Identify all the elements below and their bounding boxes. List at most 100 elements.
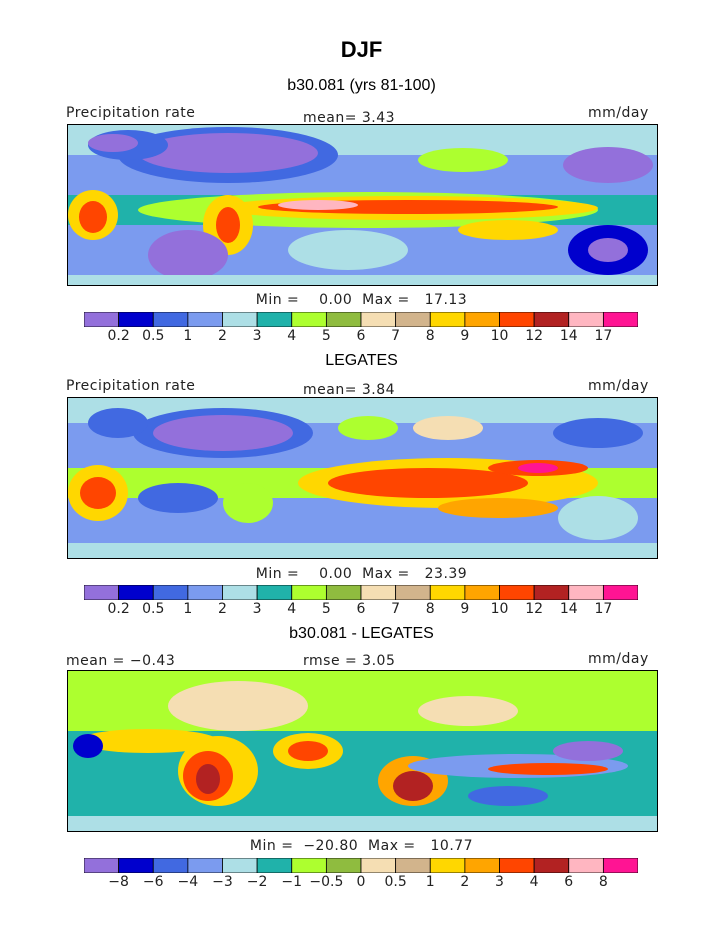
panel2-colorbar-box [291,585,327,600]
panel1-colorbar-boxes [84,312,638,327]
panel2-colorbar-tick-label: 12 [525,601,544,617]
panel2-subtitle: LEGATES [325,352,398,369]
panel1-colorbar-box [602,312,638,327]
panel2-colorbar-tick-label: 2 [218,601,227,617]
panel3-field [68,671,657,831]
panel3-mean-label: mean = −0.43 [66,653,176,669]
panel1-colorbar-tick-label: 2 [218,328,227,344]
panel2-colorbar-box [395,585,431,600]
panel1-colorbar-tick-label: 9 [460,328,470,344]
panel3-subtitle: b30.081 - LEGATES [289,625,434,642]
panel2-colorbar-box [464,585,500,600]
panel1-left-label: Precipitation rate [66,105,196,121]
figure-title: DJF [340,37,383,62]
panel2-left-label: Precipitation rate [66,378,196,394]
panel2-colorbar-box [118,585,154,600]
panel1-colorbar-tick-label: 1 [183,328,193,344]
panel2-colorbar-box [568,585,604,600]
panel3-colorbar-box [499,858,535,873]
panel3-colorbar-box [395,858,431,873]
panel1-colorbar-box [429,312,466,327]
panel2-field [68,398,657,558]
panel3-colorbar-box [429,858,466,873]
panel1-colorbar-tick-label: 7 [391,328,401,344]
panel1-colorbar-box [568,312,604,327]
panel3-units-label: mm/day [588,651,649,667]
panel2-colorbar-box [222,585,258,600]
panel2-colorbar-boxes [84,585,638,600]
panel2-colorbar-tick-label: 5 [321,601,331,617]
panel2-minmax: Min = 0.00 Max = 23.39 [255,566,468,582]
panel1-colorbar-tick-label: 6 [356,328,366,344]
panel3-colorbar-tick-label: 6 [564,874,574,890]
panel2-mean-label: mean= 3.84 [303,382,396,398]
panel1-colorbar-tick-label: 8 [425,328,435,344]
panel3-colorbar-box [464,858,500,873]
panel1-colorbar-box [256,312,293,327]
panel2-colorbar-box [429,585,466,600]
panel3-colorbar-box [84,858,120,873]
panel1-units-label: mm/day [588,105,649,121]
panel1-mean-label: mean= 3.43 [303,110,396,126]
panel3-colorbar-box [187,858,223,873]
panel3-rmse-label: rmse = 3.05 [303,653,396,669]
panel3-colorbar-box [291,858,327,873]
panel3-colorbar-box [256,858,293,873]
panel1-subtitle: b30.081 (yrs 81-100) [287,77,436,94]
panel3-colorbar-tick-label: −8 [108,874,129,890]
panel1-colorbar-box [152,312,189,327]
panel2-colorbar-ticks: 0.2 0.5 1 2 3 4 5 6 7 8 9 10 12 14 17 [0,601,723,619]
panel1-colorbar-tick-label: 17 [594,328,613,344]
panel1-colorbar-box [291,312,327,327]
panel3-colorbar-boxes [84,858,638,873]
panel2-colorbar-box [84,585,120,600]
panel3-colorbar-tick-label: 2 [460,874,470,890]
panel2-colorbar-box [533,585,570,600]
panel1-colorbar-ticks: 0.2 0.5 1 2 3 4 5 6 7 8 9 10 12 14 17 [0,328,723,346]
panel2-colorbar-tick-label: 17 [594,601,613,617]
panel2-colorbar-tick-label: 4 [287,601,297,617]
panel3-colorbar-box [360,858,397,873]
panel2-colorbar-box [325,585,362,600]
panel2-colorbar-box [602,585,638,600]
panel3-colorbar-tick-label: −1 [281,874,303,890]
panel1-colorbar-box [533,312,570,327]
panel1-colorbar-tick-label: 3 [252,328,262,344]
panel1-colorbar-tick-label: 4 [287,328,297,344]
panel2-colorbar [84,585,638,600]
panel3-colorbar-box [568,858,604,873]
panel3-colorbar-tick-label: −6 [142,874,164,890]
panel2-colorbar-box [499,585,535,600]
panel3-colorbar-tick-label: 4 [529,874,539,890]
panel3-colorbar-tick-label: 3 [495,874,504,890]
panel2-colorbar-tick-label: 10 [490,601,509,617]
panel1-minmax: Min = 0.00 Max = 17.13 [255,292,468,308]
panel3-colorbar-box [533,858,570,873]
panel2-units-label: mm/day [588,378,649,394]
panel2-colorbar-tick-label: 0.5 [142,601,165,617]
panel1-field [68,125,657,285]
panel2-colorbar-tick-label: 1 [183,601,193,617]
panel3-colorbar-ticks: −8 −6 −4 −3 −2 −1 −0.5 0 0.5 1 2 3 4 6 8 [0,874,723,892]
panel1-colorbar-tick-label: 0.5 [142,328,165,344]
panel2-colorbar-tick-label: 6 [356,601,366,617]
panel1-colorbar-tick-label: 14 [559,328,578,344]
panel3-colorbar-tick-label: 0 [356,874,366,890]
panel3-colorbar-box [152,858,189,873]
panel2-colorbar-box [187,585,223,600]
panel2-colorbar-tick-label: 3 [252,601,262,617]
panel1-colorbar-tick-label: 12 [525,328,544,344]
panel1-colorbar-box [325,312,362,327]
panel2-colorbar-tick-label: 0.2 [107,601,130,617]
panel1-colorbar-tick-label: 5 [321,328,331,344]
panel2-colorbar-box [360,585,397,600]
panel2-colorbar-box [152,585,189,600]
panel1-colorbar-tick-label: 10 [490,328,509,344]
panel2-colorbar-tick-label: 9 [460,601,470,617]
panel3-colorbar-tick-label: −0.5 [309,874,344,890]
panel3-colorbar-box [602,858,638,873]
panel3-colorbar-tick-label: −4 [177,874,199,890]
panel3-colorbar-tick-label: −3 [212,874,233,890]
panel2-colorbar-tick-label: 7 [391,601,401,617]
panel1-colorbar-box [118,312,154,327]
